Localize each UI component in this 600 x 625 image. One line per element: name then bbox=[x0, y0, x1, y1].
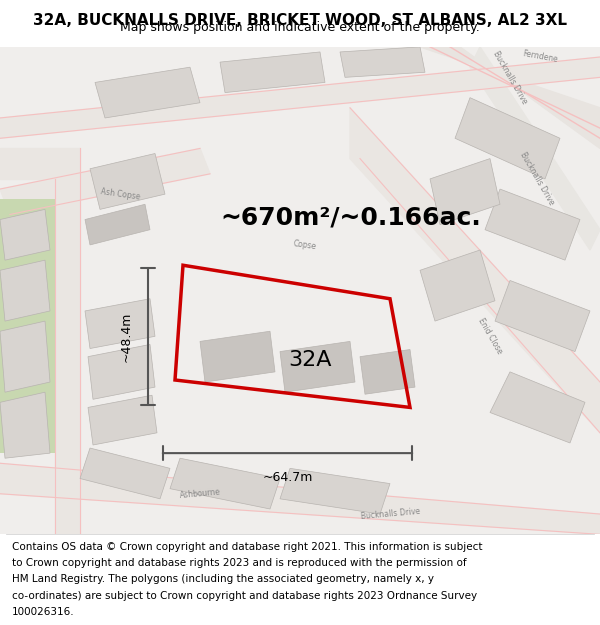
Polygon shape bbox=[280, 341, 355, 392]
Polygon shape bbox=[80, 448, 170, 499]
Text: co-ordinates) are subject to Crown copyright and database rights 2023 Ordnance S: co-ordinates) are subject to Crown copyr… bbox=[12, 591, 477, 601]
Text: Bucknalls Drive: Bucknalls Drive bbox=[491, 49, 529, 106]
Text: Ferndene: Ferndene bbox=[521, 49, 559, 64]
Polygon shape bbox=[200, 331, 275, 382]
Text: to Crown copyright and database rights 2023 and is reproduced with the permissio: to Crown copyright and database rights 2… bbox=[12, 558, 467, 568]
Polygon shape bbox=[220, 52, 325, 92]
Text: Bucknalls Drive: Bucknalls Drive bbox=[360, 507, 420, 521]
Text: HM Land Registry. The polygons (including the associated geometry, namely x, y: HM Land Registry. The polygons (includin… bbox=[12, 574, 434, 584]
Bar bbox=[0, 199, 55, 453]
Polygon shape bbox=[455, 98, 560, 179]
Polygon shape bbox=[0, 148, 80, 534]
Polygon shape bbox=[485, 189, 580, 260]
Polygon shape bbox=[85, 299, 155, 349]
Polygon shape bbox=[95, 67, 200, 118]
Text: 32A, BUCKNALLS DRIVE, BRICKET WOOD, ST ALBANS, AL2 3XL: 32A, BUCKNALLS DRIVE, BRICKET WOOD, ST A… bbox=[33, 13, 567, 28]
Polygon shape bbox=[360, 349, 415, 394]
Polygon shape bbox=[490, 372, 585, 443]
Polygon shape bbox=[0, 209, 50, 260]
Polygon shape bbox=[0, 57, 600, 138]
Text: Contains OS data © Crown copyright and database right 2021. This information is : Contains OS data © Crown copyright and d… bbox=[12, 542, 482, 552]
Polygon shape bbox=[430, 159, 500, 224]
Polygon shape bbox=[0, 392, 50, 458]
Polygon shape bbox=[85, 204, 150, 245]
Polygon shape bbox=[170, 458, 280, 509]
Polygon shape bbox=[495, 281, 590, 351]
Polygon shape bbox=[350, 107, 600, 432]
Text: 32A: 32A bbox=[288, 350, 332, 369]
Text: ~48.4m: ~48.4m bbox=[120, 311, 133, 361]
Polygon shape bbox=[0, 321, 50, 392]
Text: Copse: Copse bbox=[293, 239, 317, 251]
Text: Bucknalls Drive: Bucknalls Drive bbox=[518, 151, 556, 207]
Polygon shape bbox=[340, 47, 425, 78]
Polygon shape bbox=[0, 463, 600, 534]
Polygon shape bbox=[0, 148, 210, 214]
Polygon shape bbox=[420, 250, 495, 321]
Polygon shape bbox=[280, 468, 390, 514]
Text: ~64.7m: ~64.7m bbox=[262, 471, 313, 484]
Text: Enid Close: Enid Close bbox=[476, 317, 504, 356]
Polygon shape bbox=[420, 47, 600, 148]
Text: Ashbourne: Ashbourne bbox=[179, 488, 221, 500]
Polygon shape bbox=[470, 47, 600, 250]
Text: Ash Copse: Ash Copse bbox=[100, 187, 140, 201]
Polygon shape bbox=[0, 260, 50, 321]
Polygon shape bbox=[88, 344, 155, 399]
Text: Map shows position and indicative extent of the property.: Map shows position and indicative extent… bbox=[120, 21, 480, 34]
Text: 100026316.: 100026316. bbox=[12, 607, 74, 617]
Polygon shape bbox=[88, 395, 157, 445]
Polygon shape bbox=[90, 154, 165, 209]
Text: ~670m²/~0.166ac.: ~670m²/~0.166ac. bbox=[220, 206, 481, 229]
